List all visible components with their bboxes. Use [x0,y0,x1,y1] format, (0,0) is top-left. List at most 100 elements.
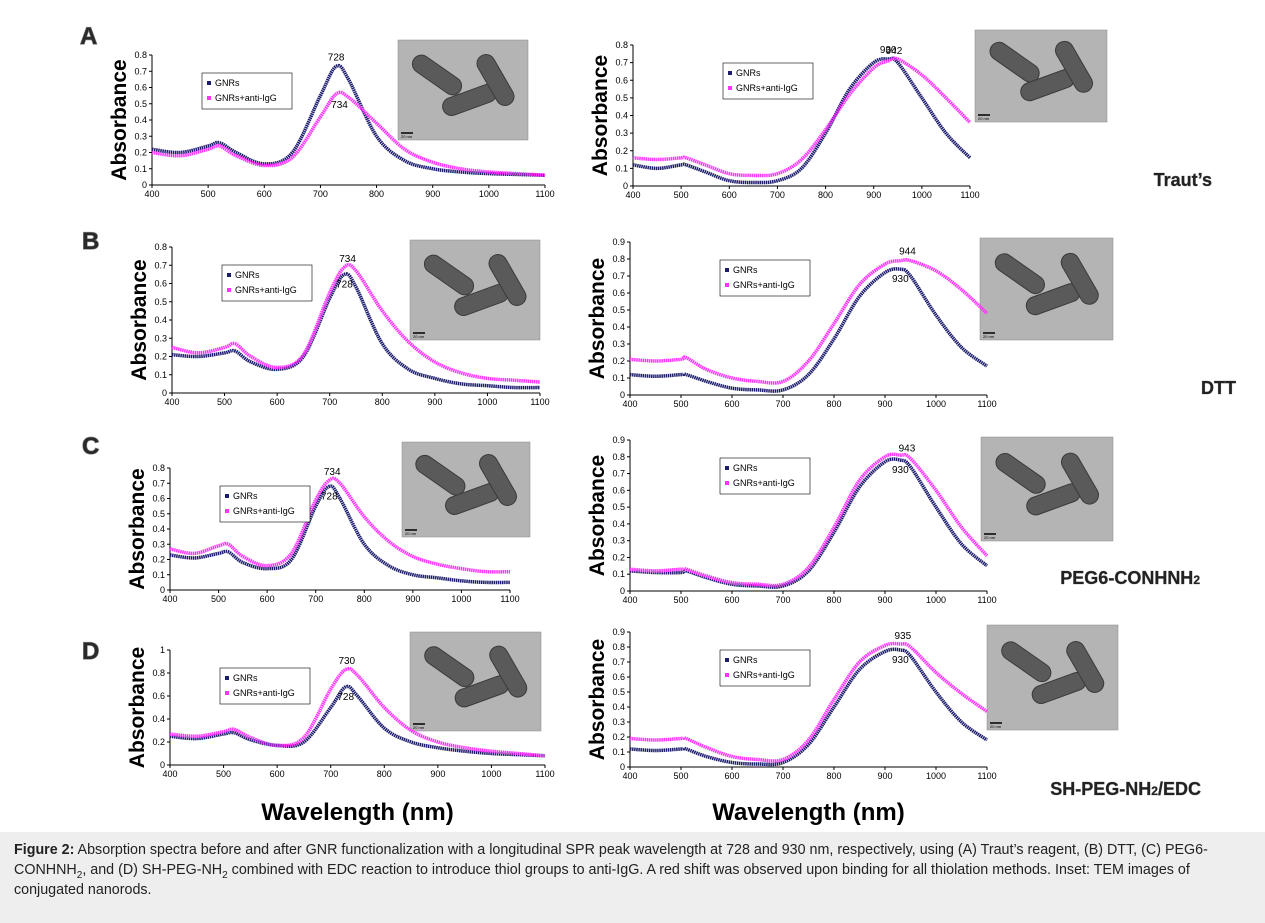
spectrum-line [629,457,989,589]
y-tick-label: 0.4 [152,524,165,534]
x-tick-label: 700 [775,399,790,409]
y-tick-label: 0.3 [612,339,625,349]
y-tick-label: 0.8 [615,40,628,50]
nanorod [411,54,463,96]
x-tick-label: 400 [164,397,179,407]
peak-label: 728 [336,279,353,290]
x-tick-label: 600 [724,595,739,605]
legend-marker [227,273,231,277]
spectrum-line [171,262,541,384]
legend-marker [225,509,229,513]
y-tick-label: 0.5 [152,509,165,519]
legend-marker [728,71,732,75]
x-tick-label: 900 [430,769,445,779]
y-tick-label: 0.6 [612,485,625,495]
legend-label: GNRs+anti-IgG [233,688,295,698]
x-tick-label: 800 [826,399,841,409]
legend-label: GNRs [233,673,258,683]
y-tick-label: 0.2 [612,552,625,562]
legend-marker [227,288,231,292]
x-tick-label: 1000 [479,189,499,199]
scale-label: 20 nm [978,116,990,121]
y-tick-label: 0 [142,180,147,190]
y-tick-label: 0.9 [612,237,625,247]
nanorod [1001,641,1052,683]
peak-label: 942 [886,46,903,57]
nanorod [488,254,527,306]
y-tick-label: 0.5 [154,297,167,307]
nanorod [423,254,475,296]
spectrum-line [151,90,546,177]
x-tick-label: 800 [818,190,833,200]
peak-label: 930 [892,465,909,476]
x-tick-label: 500 [201,189,216,199]
panel-letter: D [82,638,99,665]
spectrum-line [169,684,546,758]
caption-text: Figure 2: [14,842,75,858]
legend-box [722,62,814,100]
panel-letter: B [82,228,99,255]
legend-marker [725,283,729,287]
caption-text: , and (D) SH-PEG-NH [82,862,223,878]
x-tick-label: 1100 [960,190,979,200]
scale-label: 20 nm [401,134,413,139]
scale-label: 20 nm [983,334,995,339]
x-tick-label: 400 [625,190,640,200]
spectrum-line [169,666,546,758]
x-tick-label: 900 [405,594,420,604]
y-tick-label: 0.8 [612,452,625,462]
y-tick-label: 0.4 [615,111,628,121]
scale-label: 20 nm [413,725,425,730]
x-tick-label: 900 [866,190,881,200]
x-tick-label: 600 [724,399,739,409]
y-tick-label: 0.1 [612,747,625,757]
x-tick-label: 500 [674,190,689,200]
legend-label: GNRs+anti-IgG [215,93,277,103]
legend-label: GNRs+anti-IgG [733,478,795,488]
y-tick-label: 0.4 [612,702,625,712]
y-axis-label: Absorbance [589,55,612,176]
y-tick-label: 0.5 [612,305,625,315]
x-tick-label: 800 [826,771,841,781]
x-tick-label: 1000 [451,594,471,604]
legend-marker [207,81,211,85]
nanorod [476,54,515,106]
nanorod [1066,641,1105,693]
x-tick-label: 900 [427,397,442,407]
y-tick-label: 0.7 [612,657,625,667]
y-tick-label: 0.6 [615,75,628,85]
x-tick-label: 1100 [530,397,549,407]
y-tick-label: 0.3 [152,539,165,549]
legend-label: GNRs [733,655,758,665]
x-tick-label: 400 [144,189,159,199]
legend-label: GNRs [233,491,258,501]
scale-label: 20 nm [990,724,1002,729]
legend-label: GNRs [235,270,260,280]
y-tick-label: 0.7 [615,58,628,68]
legend-label: GNRs [215,78,240,88]
y-tick-label: 0.3 [612,536,625,546]
y-tick-label: 0.2 [154,352,167,362]
y-tick-label: 0.2 [152,737,165,747]
y-tick-label: 0.7 [612,271,625,281]
x-tick-label: 600 [270,397,285,407]
spectrum-line [629,452,989,588]
reagent-part: DTT [1201,378,1236,398]
legend-label: GNRs+anti-IgG [733,280,795,290]
peak-label: 935 [895,631,912,642]
reagent-label: Traut’s [1154,170,1212,190]
nanorod [995,453,1046,494]
y-tick-label: 0.8 [154,242,167,252]
legend-marker [725,673,729,677]
y-tick-label: 0.1 [134,164,147,174]
scale-label: 20 nm [405,531,417,536]
spectrum-line [632,56,972,178]
x-tick-label: 1000 [926,399,946,409]
y-tick-label: 0.5 [612,687,625,697]
y-axis-label: Absorbance [126,647,149,768]
y-axis-label: Absorbance [108,59,131,180]
y-tick-label: 0.1 [615,163,628,173]
x-tick-label: 800 [826,595,841,605]
x-tick-label: 800 [357,594,372,604]
scale-label: 20 nm [984,535,996,540]
